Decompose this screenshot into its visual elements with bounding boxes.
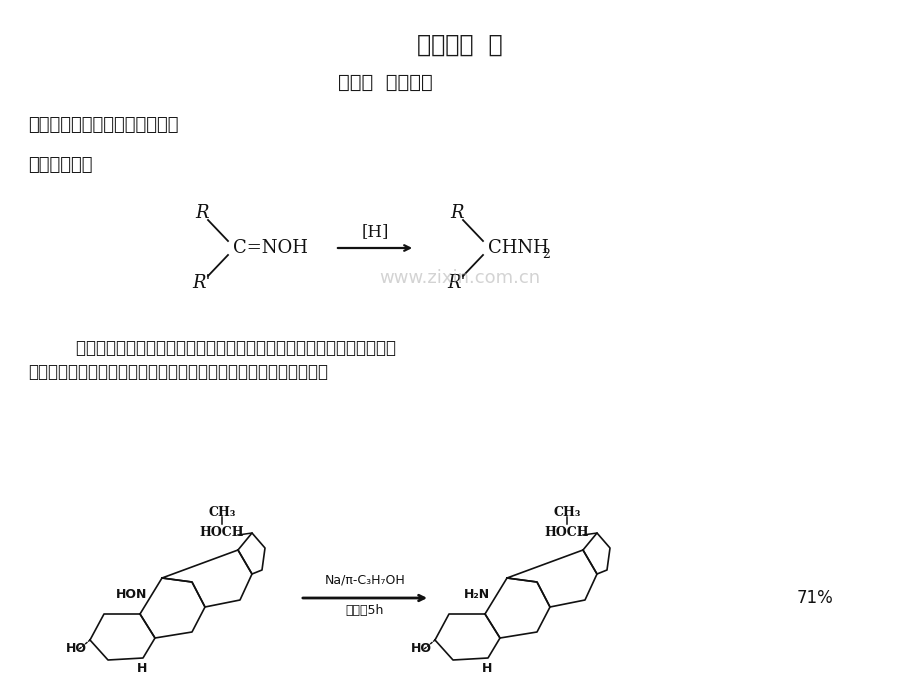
Text: HO: HO [65, 642, 86, 655]
Text: R: R [449, 204, 463, 222]
Text: [H]: [H] [361, 224, 388, 241]
Text: R: R [195, 204, 209, 222]
Text: 肟可以被多种试剂还原成伯胺。较常用的试剂有钠与醇、镁与乙酸铵饱和: 肟可以被多种试剂还原成伯胺。较常用的试剂有钠与醇、镁与乙酸铵饱和 [55, 339, 395, 357]
Text: CHNH: CHNH [487, 239, 548, 257]
Text: R': R' [193, 274, 211, 292]
Text: CH₃: CH₃ [552, 506, 580, 518]
Text: HOCH: HOCH [544, 526, 589, 538]
Text: CH₃: CH₃ [208, 506, 235, 518]
Text: 第一节  还原反应: 第一节 还原反应 [337, 72, 432, 92]
Text: 的甲醇溶液、活性镍与氢氧化钠的醇镕液、锌与乙酸或锌与甲酸等。: 的甲醇溶液、活性镍与氢氧化钠的醇镕液、锌与乙酸或锌与甲酸等。 [28, 363, 328, 381]
Text: 一、硝基化合物的还原（自学）: 一、硝基化合物的还原（自学） [28, 116, 178, 134]
Text: HOCH: HOCH [199, 526, 244, 538]
Text: Na/π-C₃H₇OH: Na/π-C₃H₇OH [324, 573, 405, 586]
Text: 二、肟的还原: 二、肟的还原 [28, 156, 93, 174]
Text: H₂N: H₂N [463, 587, 490, 600]
Text: HON: HON [116, 587, 148, 600]
Text: 第十四章  胺: 第十四章 胺 [416, 33, 503, 57]
Text: 71%: 71% [796, 589, 833, 607]
Text: 回流，5h: 回流，5h [346, 604, 384, 616]
Text: HO: HO [410, 642, 431, 655]
Text: H: H [137, 662, 147, 675]
Text: R': R' [448, 274, 466, 292]
Text: H: H [482, 662, 492, 675]
Text: 2: 2 [541, 248, 550, 262]
Text: C=NOH: C=NOH [233, 239, 308, 257]
Text: www.zixin.com.cn: www.zixin.com.cn [379, 269, 540, 287]
